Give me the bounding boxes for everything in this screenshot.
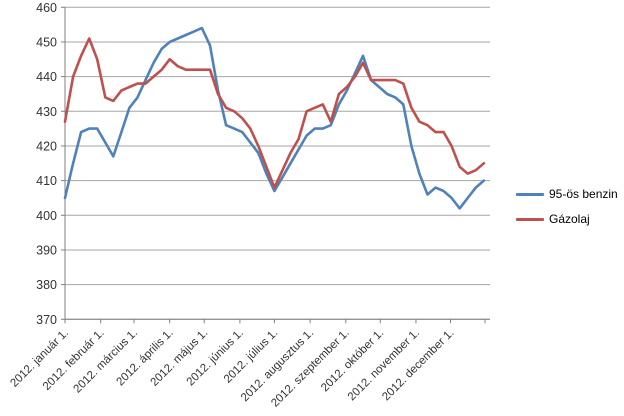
y-axis-label: 450 (36, 35, 57, 49)
legend-line-swatch (516, 192, 544, 196)
series-line-0 (63, 26, 486, 210)
y-axis-label: 400 (36, 209, 57, 223)
y-axis-label: 430 (36, 105, 57, 119)
legend-line-swatch (516, 217, 544, 221)
series-line-1 (63, 37, 486, 189)
legend-label: 95-ös benzin (549, 187, 618, 201)
legend: 95-ös benzin Gázolaj (516, 186, 618, 227)
y-axis-label: 410 (36, 174, 57, 188)
y-axis-label: 420 (36, 139, 57, 153)
y-axis-label: 440 (36, 70, 57, 84)
legend-item-1: Gázolaj (516, 211, 618, 227)
x-axis-label: 2012. február 1. (41, 327, 107, 393)
y-axis-label: 460 (36, 1, 57, 15)
y-axis-label: 370 (36, 313, 57, 327)
legend-item-0: 95-ös benzin (516, 186, 618, 202)
legend-label: Gázolaj (549, 212, 590, 226)
y-axis-label: 380 (36, 278, 57, 292)
y-axis-label: 390 (36, 243, 57, 257)
x-axis-label: 2012. március 1. (72, 327, 141, 396)
x-axis-label: 2012. október 1. (319, 327, 386, 394)
